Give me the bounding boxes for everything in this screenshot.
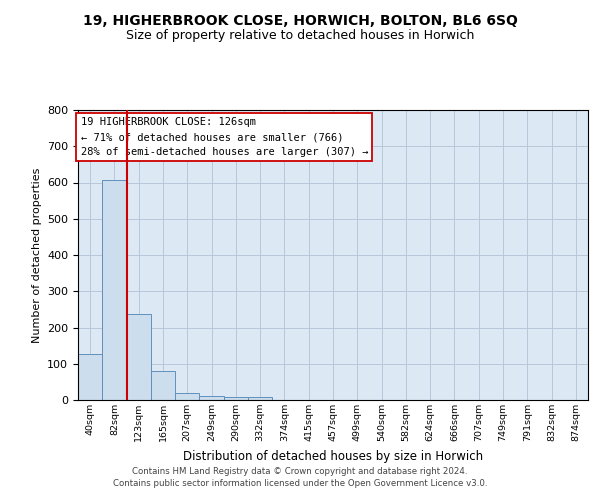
Bar (78, 354, 102, 400)
Bar (175, 393, 199, 400)
Bar (127, 314, 151, 400)
Y-axis label: Number of detached properties: Number of detached properties (32, 168, 41, 342)
Text: Contains HM Land Registry data © Crown copyright and database right 2024.
Contai: Contains HM Land Registry data © Crown c… (113, 466, 487, 487)
Bar (102, 180, 127, 400)
Text: 19 HIGHERBROOK CLOSE: 126sqm
← 71% of detached houses are smaller (766)
28% of s: 19 HIGHERBROOK CLOSE: 126sqm ← 71% of de… (80, 117, 368, 157)
Text: 19, HIGHERBROOK CLOSE, HORWICH, BOLTON, BL6 6SQ: 19, HIGHERBROOK CLOSE, HORWICH, BOLTON, … (83, 14, 517, 28)
Bar (199, 396, 224, 400)
Text: Size of property relative to detached houses in Horwich: Size of property relative to detached ho… (126, 29, 474, 42)
Bar (248, 396, 272, 400)
Bar (151, 371, 175, 400)
Bar (224, 396, 248, 400)
X-axis label: Distribution of detached houses by size in Horwich: Distribution of detached houses by size … (183, 450, 483, 462)
